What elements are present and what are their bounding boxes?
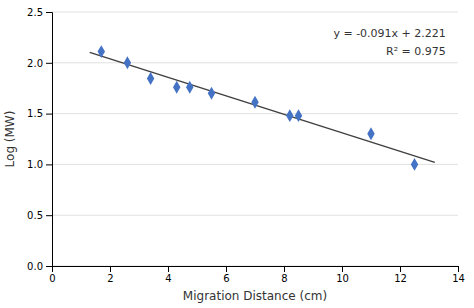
axis-line bbox=[53, 267, 459, 273]
grid-line bbox=[52, 164, 458, 165]
tick-mark bbox=[46, 12, 52, 13]
tick: 2 bbox=[107, 266, 113, 284]
tick-label: 8 bbox=[281, 273, 287, 284]
tick-mark bbox=[226, 266, 227, 272]
tick-label: 4 bbox=[165, 273, 171, 284]
tick: 0.0 bbox=[27, 261, 52, 272]
tick-mark bbox=[46, 266, 52, 267]
tick-label: 12 bbox=[394, 273, 407, 284]
point bbox=[295, 109, 302, 122]
point bbox=[367, 127, 374, 140]
tick: 8 bbox=[281, 266, 287, 284]
tick: 12 bbox=[394, 266, 407, 284]
grid-line bbox=[52, 215, 458, 216]
point bbox=[251, 96, 258, 109]
x-axis-title: Migration Distance (cm) bbox=[183, 289, 327, 303]
annotation: y = -0.091x + 2.221 R² = 0.975 bbox=[333, 27, 445, 58]
tick: 0 bbox=[49, 266, 55, 284]
point bbox=[173, 81, 180, 94]
marks bbox=[90, 45, 435, 171]
point bbox=[411, 158, 418, 171]
y-axis: 0.0 0.5 1.0 1.5 2.0 2.5 bbox=[27, 7, 52, 272]
tick-mark bbox=[400, 266, 401, 272]
tick-mark bbox=[46, 215, 52, 216]
grid-line bbox=[52, 12, 458, 13]
tick-label: 14 bbox=[452, 273, 465, 284]
x-axis: 0 2 4 6 8 10 12 14 bbox=[49, 266, 465, 284]
tick: 14 bbox=[452, 266, 465, 284]
tick-label: 2 bbox=[107, 273, 113, 284]
tick: 2.5 bbox=[27, 7, 52, 18]
tick-label: 0.5 bbox=[27, 210, 43, 221]
tick-label: 10 bbox=[336, 273, 349, 284]
tick: 4 bbox=[165, 266, 171, 284]
y-axis-title: Log (MW) bbox=[3, 111, 17, 168]
tick-mark bbox=[168, 266, 169, 272]
tick-mark bbox=[46, 114, 52, 115]
axis-line bbox=[46, 13, 53, 267]
point bbox=[98, 45, 105, 58]
tick: 10 bbox=[336, 266, 349, 284]
annotation-text: R² = 0.975 bbox=[386, 45, 446, 58]
fit-line bbox=[90, 52, 435, 162]
tick: 1.5 bbox=[27, 108, 52, 119]
plot: 0 2 4 6 8 10 12 14 0.0 0.5 1.0 1.5 2.0 2.5 y = -0.091x… bbox=[27, 7, 465, 284]
point bbox=[147, 72, 154, 85]
annotation-text: y = -0.091x + 2.221 bbox=[333, 27, 445, 40]
tick: 0.5 bbox=[27, 210, 52, 221]
point bbox=[186, 81, 193, 94]
tick-label: 1.5 bbox=[27, 108, 43, 119]
tick-mark bbox=[342, 266, 343, 272]
tick: 2.0 bbox=[27, 58, 52, 69]
point bbox=[286, 109, 293, 122]
tick-label: 6 bbox=[223, 273, 229, 284]
tick-mark bbox=[458, 266, 459, 272]
tick-label: 2.0 bbox=[27, 58, 43, 69]
point bbox=[124, 56, 131, 69]
tick-mark bbox=[46, 164, 52, 165]
tick-label: 0.0 bbox=[27, 261, 43, 272]
tick-mark bbox=[110, 266, 111, 272]
tick: 1.0 bbox=[27, 159, 52, 170]
tick-mark bbox=[284, 266, 285, 272]
grid-line bbox=[52, 62, 458, 63]
tick-label: 0 bbox=[49, 273, 55, 284]
tick: 6 bbox=[223, 266, 229, 284]
grid bbox=[52, 12, 458, 266]
tick-label: 2.5 bbox=[27, 7, 43, 18]
grid-line bbox=[52, 113, 458, 114]
tick-mark bbox=[46, 63, 52, 64]
tick-label: 1.0 bbox=[27, 159, 43, 170]
chart: 0 2 4 6 8 10 12 14 0.0 0.5 1.0 1.5 2.0 2.5 y = -0.091x… bbox=[0, 0, 474, 308]
point bbox=[208, 87, 215, 100]
